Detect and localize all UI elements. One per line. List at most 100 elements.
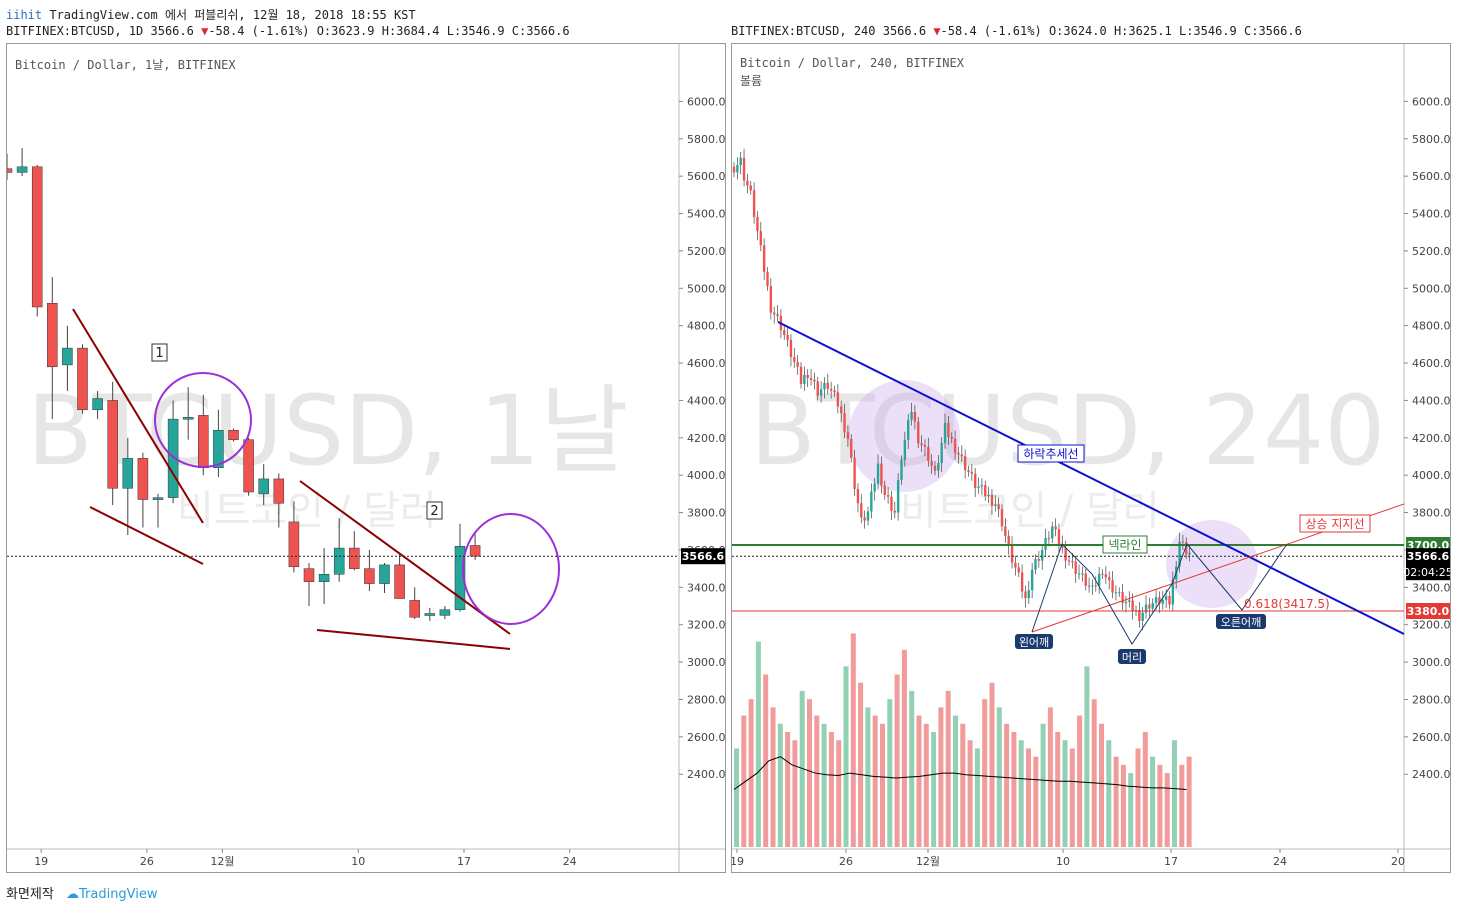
candle[interactable] <box>967 465 970 477</box>
candle[interactable] <box>769 278 773 320</box>
candle[interactable] <box>917 416 920 449</box>
neckline-label-box[interactable] <box>1102 535 1148 554</box>
candle[interactable] <box>62 325 73 392</box>
candle[interactable] <box>1077 564 1081 580</box>
candle[interactable] <box>137 452 149 528</box>
publisher-name[interactable]: iihit <box>6 8 43 22</box>
candle[interactable] <box>379 563 390 593</box>
candle[interactable] <box>732 162 736 178</box>
candle[interactable] <box>813 372 816 390</box>
candle[interactable] <box>903 431 907 467</box>
candle[interactable] <box>182 387 194 440</box>
candle[interactable] <box>856 483 860 513</box>
left-chart-svg[interactable]: BTCUSD, 1날 비트코인 / 달러 2400.02600.02800.03… <box>7 44 725 872</box>
annotation-box-2[interactable] <box>426 501 443 520</box>
candle[interactable] <box>1144 595 1148 619</box>
candle[interactable] <box>1154 589 1158 610</box>
candle[interactable] <box>1138 601 1141 628</box>
candle[interactable] <box>933 461 937 476</box>
candle[interactable] <box>1000 504 1004 532</box>
candle[interactable] <box>752 182 756 224</box>
candle[interactable] <box>349 531 360 571</box>
candle[interactable] <box>789 334 793 367</box>
candle[interactable] <box>910 402 913 426</box>
candle[interactable] <box>364 549 375 592</box>
candle[interactable] <box>1047 531 1051 547</box>
candle[interactable] <box>990 488 994 515</box>
candle[interactable] <box>873 477 876 501</box>
candle[interactable] <box>1057 523 1061 554</box>
candle[interactable] <box>1111 571 1114 599</box>
candle[interactable] <box>424 607 436 621</box>
candle[interactable] <box>1014 555 1017 576</box>
candle[interactable] <box>970 464 974 481</box>
candle[interactable] <box>920 435 923 453</box>
candle[interactable] <box>994 495 997 512</box>
left-trendline-2-upper[interactable] <box>299 480 511 635</box>
left-trendline-1-lower[interactable] <box>89 506 204 565</box>
left-shoulder-label-box[interactable] <box>1015 634 1053 649</box>
candle[interactable] <box>896 473 900 521</box>
candle[interactable] <box>92 391 103 420</box>
candle[interactable] <box>880 456 883 494</box>
candle[interactable] <box>819 381 823 403</box>
candle[interactable] <box>866 506 870 526</box>
candle[interactable] <box>937 454 940 478</box>
candle[interactable] <box>213 409 224 478</box>
candle[interactable] <box>1094 576 1097 592</box>
tradingview-logo[interactable]: ☁TradingView <box>66 887 158 902</box>
candle[interactable] <box>796 355 799 375</box>
candle[interactable] <box>759 221 762 252</box>
candle[interactable] <box>1114 585 1118 601</box>
candle[interactable] <box>846 425 850 447</box>
candle[interactable] <box>1185 537 1188 560</box>
candle[interactable] <box>876 454 880 490</box>
candle[interactable] <box>823 377 826 399</box>
candle[interactable] <box>1041 544 1044 570</box>
candle[interactable] <box>977 477 980 494</box>
candle[interactable] <box>870 483 873 519</box>
candle[interactable] <box>746 173 749 194</box>
candle[interactable] <box>826 373 829 395</box>
candle[interactable] <box>77 344 88 414</box>
candle[interactable] <box>943 413 947 449</box>
candle[interactable] <box>829 381 833 399</box>
downtrend-label-box[interactable] <box>1017 444 1085 463</box>
candle[interactable] <box>258 463 269 506</box>
candle[interactable] <box>1121 584 1124 611</box>
candle[interactable] <box>7 153 13 180</box>
candle[interactable] <box>913 405 917 430</box>
candle[interactable] <box>930 454 933 474</box>
candle[interactable] <box>31 164 43 317</box>
candle[interactable] <box>786 326 789 347</box>
candle[interactable] <box>243 437 254 496</box>
candle[interactable] <box>963 449 967 479</box>
candle[interactable] <box>1071 553 1074 569</box>
candle[interactable] <box>1124 595 1128 613</box>
candle[interactable] <box>439 606 451 620</box>
candle[interactable] <box>1027 580 1030 604</box>
candle[interactable] <box>736 157 739 180</box>
candle[interactable] <box>122 437 134 535</box>
candle[interactable] <box>953 430 957 460</box>
candle[interactable] <box>860 494 863 524</box>
candle[interactable] <box>318 548 330 605</box>
candle[interactable] <box>809 368 813 386</box>
candle[interactable] <box>742 148 746 187</box>
candle[interactable] <box>766 267 769 291</box>
candle[interactable] <box>957 446 960 464</box>
candle[interactable] <box>987 486 990 504</box>
candle[interactable] <box>974 468 977 498</box>
candle[interactable] <box>1044 528 1047 556</box>
candle[interactable] <box>1181 534 1185 550</box>
candle[interactable] <box>1024 585 1027 608</box>
candle[interactable] <box>776 305 779 322</box>
candle[interactable] <box>749 180 752 196</box>
candle[interactable] <box>1118 587 1121 597</box>
candle[interactable] <box>1084 568 1087 591</box>
inverse-head-shoulders-pattern[interactable] <box>1031 543 1288 645</box>
candle[interactable] <box>799 362 803 389</box>
candle[interactable] <box>1108 571 1111 590</box>
candle[interactable] <box>1101 569 1104 579</box>
downtrend-line[interactable] <box>777 321 1405 635</box>
